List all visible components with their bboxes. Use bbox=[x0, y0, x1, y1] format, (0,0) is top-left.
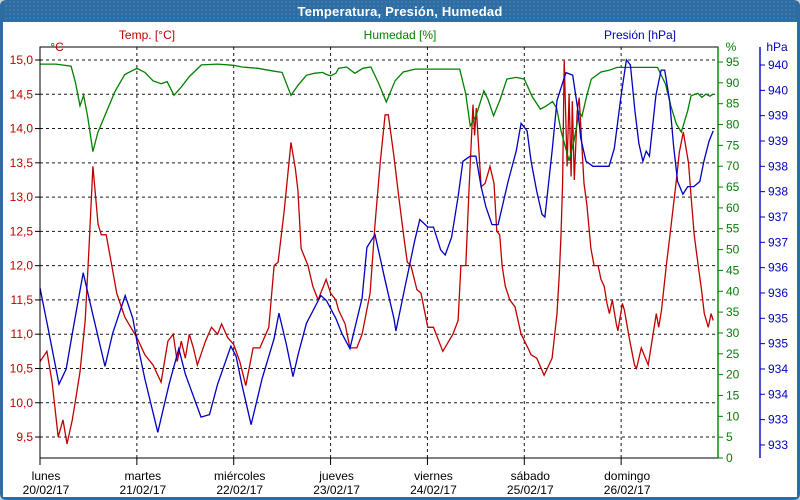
humidity-tick-label: 10 bbox=[726, 409, 740, 423]
window-border-bottom bbox=[0, 497, 800, 500]
pressure-tick-label: 937 bbox=[768, 235, 788, 249]
temp-tick-label: 15,0 bbox=[10, 53, 34, 67]
pressure-axis-unit: hPa bbox=[766, 40, 788, 54]
humidity-tick-label: 40 bbox=[726, 284, 740, 298]
temp-tick-label: 12,5 bbox=[10, 224, 34, 238]
pressure-tick-label: 938 bbox=[768, 159, 788, 173]
pressure-tick-label: 937 bbox=[768, 210, 788, 224]
pressure-tick-label: 935 bbox=[768, 337, 788, 351]
humidity-tick-label: 0 bbox=[726, 451, 733, 465]
temp-tick-label: 11,0 bbox=[11, 327, 34, 341]
humidity-axis-unit: % bbox=[725, 40, 737, 54]
humidity-tick-label: 80 bbox=[726, 118, 740, 132]
window-border-right bbox=[797, 0, 800, 500]
pressure-series-line bbox=[39, 58, 714, 433]
temp-tick-label: 12,0 bbox=[10, 259, 34, 273]
humidity-tick-label: 20 bbox=[726, 368, 740, 382]
pressure-tick-label: 934 bbox=[768, 387, 788, 401]
day-date-label: 23/02/17 bbox=[313, 483, 360, 497]
temp-axis-unit: °C bbox=[50, 40, 64, 54]
title-bar: Temperatura, Presión, Humedad bbox=[0, 0, 800, 22]
legend-humidity: Humedad [%] bbox=[363, 28, 437, 42]
temp-tick-label: 11,5 bbox=[11, 293, 34, 307]
humidity-tick-label: 60 bbox=[726, 201, 740, 215]
day-name-label: jueves bbox=[318, 469, 354, 483]
pressure-tick-label: 938 bbox=[768, 185, 788, 199]
temp-tick-label: 10,5 bbox=[10, 361, 34, 375]
day-name-label: sábado bbox=[511, 469, 551, 483]
humidity-tick-label: 45 bbox=[726, 263, 740, 277]
humidity-tick-label: 50 bbox=[726, 243, 740, 257]
legend-pressure: Presión [hPa] bbox=[603, 28, 677, 42]
humidity-tick-label: 90 bbox=[726, 76, 740, 90]
humidity-tick-label: 5 bbox=[726, 430, 733, 444]
humidity-tick-label: 85 bbox=[726, 97, 740, 111]
temp-tick-label: 13,0 bbox=[10, 190, 34, 204]
humidity-tick-label: 70 bbox=[726, 159, 740, 173]
pressure-tick-label: 940 bbox=[768, 58, 788, 72]
day-date-label: 21/02/17 bbox=[119, 483, 166, 497]
day-name-label: viernes bbox=[414, 469, 453, 483]
pressure-tick-label: 940 bbox=[768, 83, 788, 97]
temp-series-line bbox=[39, 59, 714, 445]
temp-tick-label: 9,5 bbox=[16, 430, 33, 444]
humidity-tick-label: 95 bbox=[726, 55, 740, 69]
pressure-tick-label: 933 bbox=[768, 413, 788, 427]
pressure-tick-label: 939 bbox=[768, 134, 788, 148]
day-date-label: 24/02/17 bbox=[410, 483, 457, 497]
window-border-left bbox=[0, 0, 3, 500]
day-date-label: 26/02/17 bbox=[604, 483, 651, 497]
temp-tick-label: 14,5 bbox=[10, 87, 34, 101]
pressure-tick-label: 935 bbox=[768, 311, 788, 325]
pressure-tick-label: 939 bbox=[768, 109, 788, 123]
temp-tick-label: 14,0 bbox=[10, 122, 34, 136]
humidity-tick-label: 25 bbox=[726, 347, 740, 361]
page-title: Temperatura, Presión, Humedad bbox=[297, 3, 503, 19]
pressure-tick-label: 936 bbox=[768, 286, 788, 300]
humidity-tick-label: 35 bbox=[726, 305, 740, 319]
day-date-label: 20/02/17 bbox=[23, 483, 70, 497]
day-name-label: domingo bbox=[604, 469, 650, 483]
humidity-tick-label: 15 bbox=[726, 388, 740, 402]
humidity-tick-label: 75 bbox=[726, 138, 740, 152]
pressure-tick-label: 934 bbox=[768, 362, 788, 376]
humidity-tick-label: 55 bbox=[726, 222, 740, 236]
day-name-label: martes bbox=[125, 469, 162, 483]
legend-temp: Temp. [°C] bbox=[118, 28, 176, 42]
day-date-label: 25/02/17 bbox=[507, 483, 554, 497]
day-name-label: lunes bbox=[32, 469, 61, 483]
temp-tick-label: 10,0 bbox=[10, 396, 34, 410]
day-name-label: miércoles bbox=[214, 469, 265, 483]
pressure-tick-label: 936 bbox=[768, 261, 788, 275]
humidity-tick-label: 30 bbox=[726, 326, 740, 340]
day-date-label: 22/02/17 bbox=[216, 483, 263, 497]
humidity-tick-label: 65 bbox=[726, 180, 740, 194]
pressure-tick-label: 933 bbox=[768, 438, 788, 452]
humidity-series-line bbox=[40, 63, 714, 161]
temp-tick-label: 13,5 bbox=[10, 156, 34, 170]
